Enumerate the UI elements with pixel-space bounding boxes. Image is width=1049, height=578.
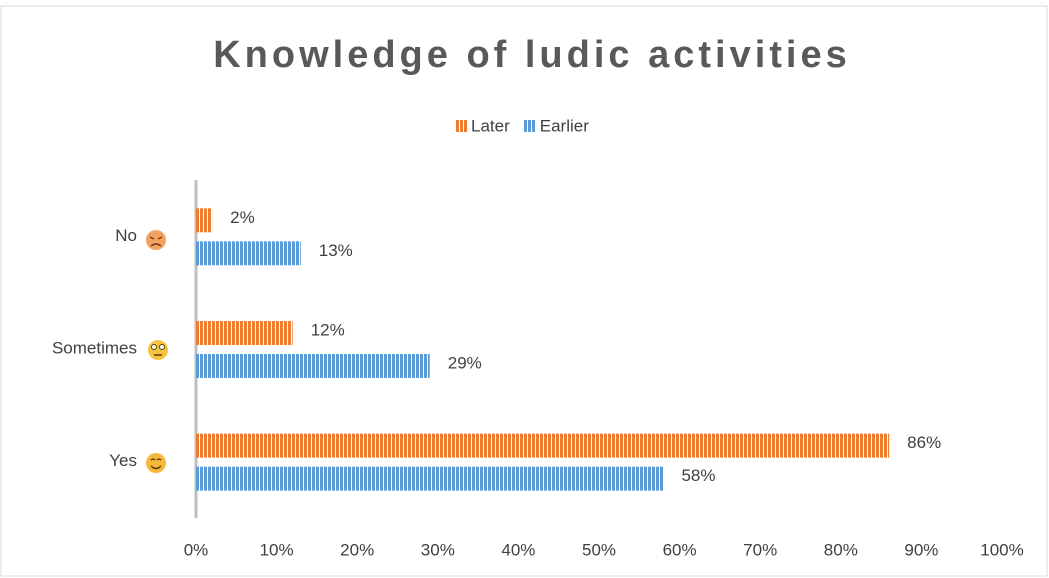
bar <box>196 466 664 491</box>
bar <box>196 433 890 458</box>
data-label: 58% <box>681 466 715 485</box>
emoji-no <box>146 230 166 250</box>
legend-swatch <box>455 120 467 132</box>
x-tick-label: 70% <box>743 540 777 559</box>
data-label: 2% <box>230 208 255 227</box>
bar <box>196 354 430 378</box>
x-tick-label: 10% <box>260 540 294 559</box>
data-label: 12% <box>311 320 345 339</box>
x-tick-label: 20% <box>340 540 374 559</box>
bar <box>196 241 301 266</box>
x-tick-label: 0% <box>184 540 209 559</box>
x-tick-label: 50% <box>582 540 616 559</box>
legend-label: Earlier <box>540 116 589 135</box>
bar <box>196 321 293 345</box>
x-tick-label: 100% <box>980 540 1023 559</box>
data-label: 29% <box>448 353 482 372</box>
data-label: 13% <box>319 241 353 260</box>
x-tick-label: 90% <box>904 540 938 559</box>
x-tick-label: 60% <box>663 540 697 559</box>
x-tick-label: 40% <box>501 540 535 559</box>
x-tick-label: 30% <box>421 540 455 559</box>
y-tick-label: Yes <box>109 451 137 470</box>
legend-label: Later <box>471 116 510 135</box>
x-tick-label: 80% <box>824 540 858 559</box>
bar <box>196 208 213 233</box>
legend-swatch <box>523 120 536 132</box>
emoji-sometimes <box>148 340 168 360</box>
chart-title: Knowledge of ludic activities <box>213 34 851 76</box>
y-tick-label: No <box>115 226 137 245</box>
data-label: 86% <box>907 433 941 452</box>
y-tick-label: Sometimes <box>52 338 137 357</box>
emoji-yes <box>146 453 166 473</box>
